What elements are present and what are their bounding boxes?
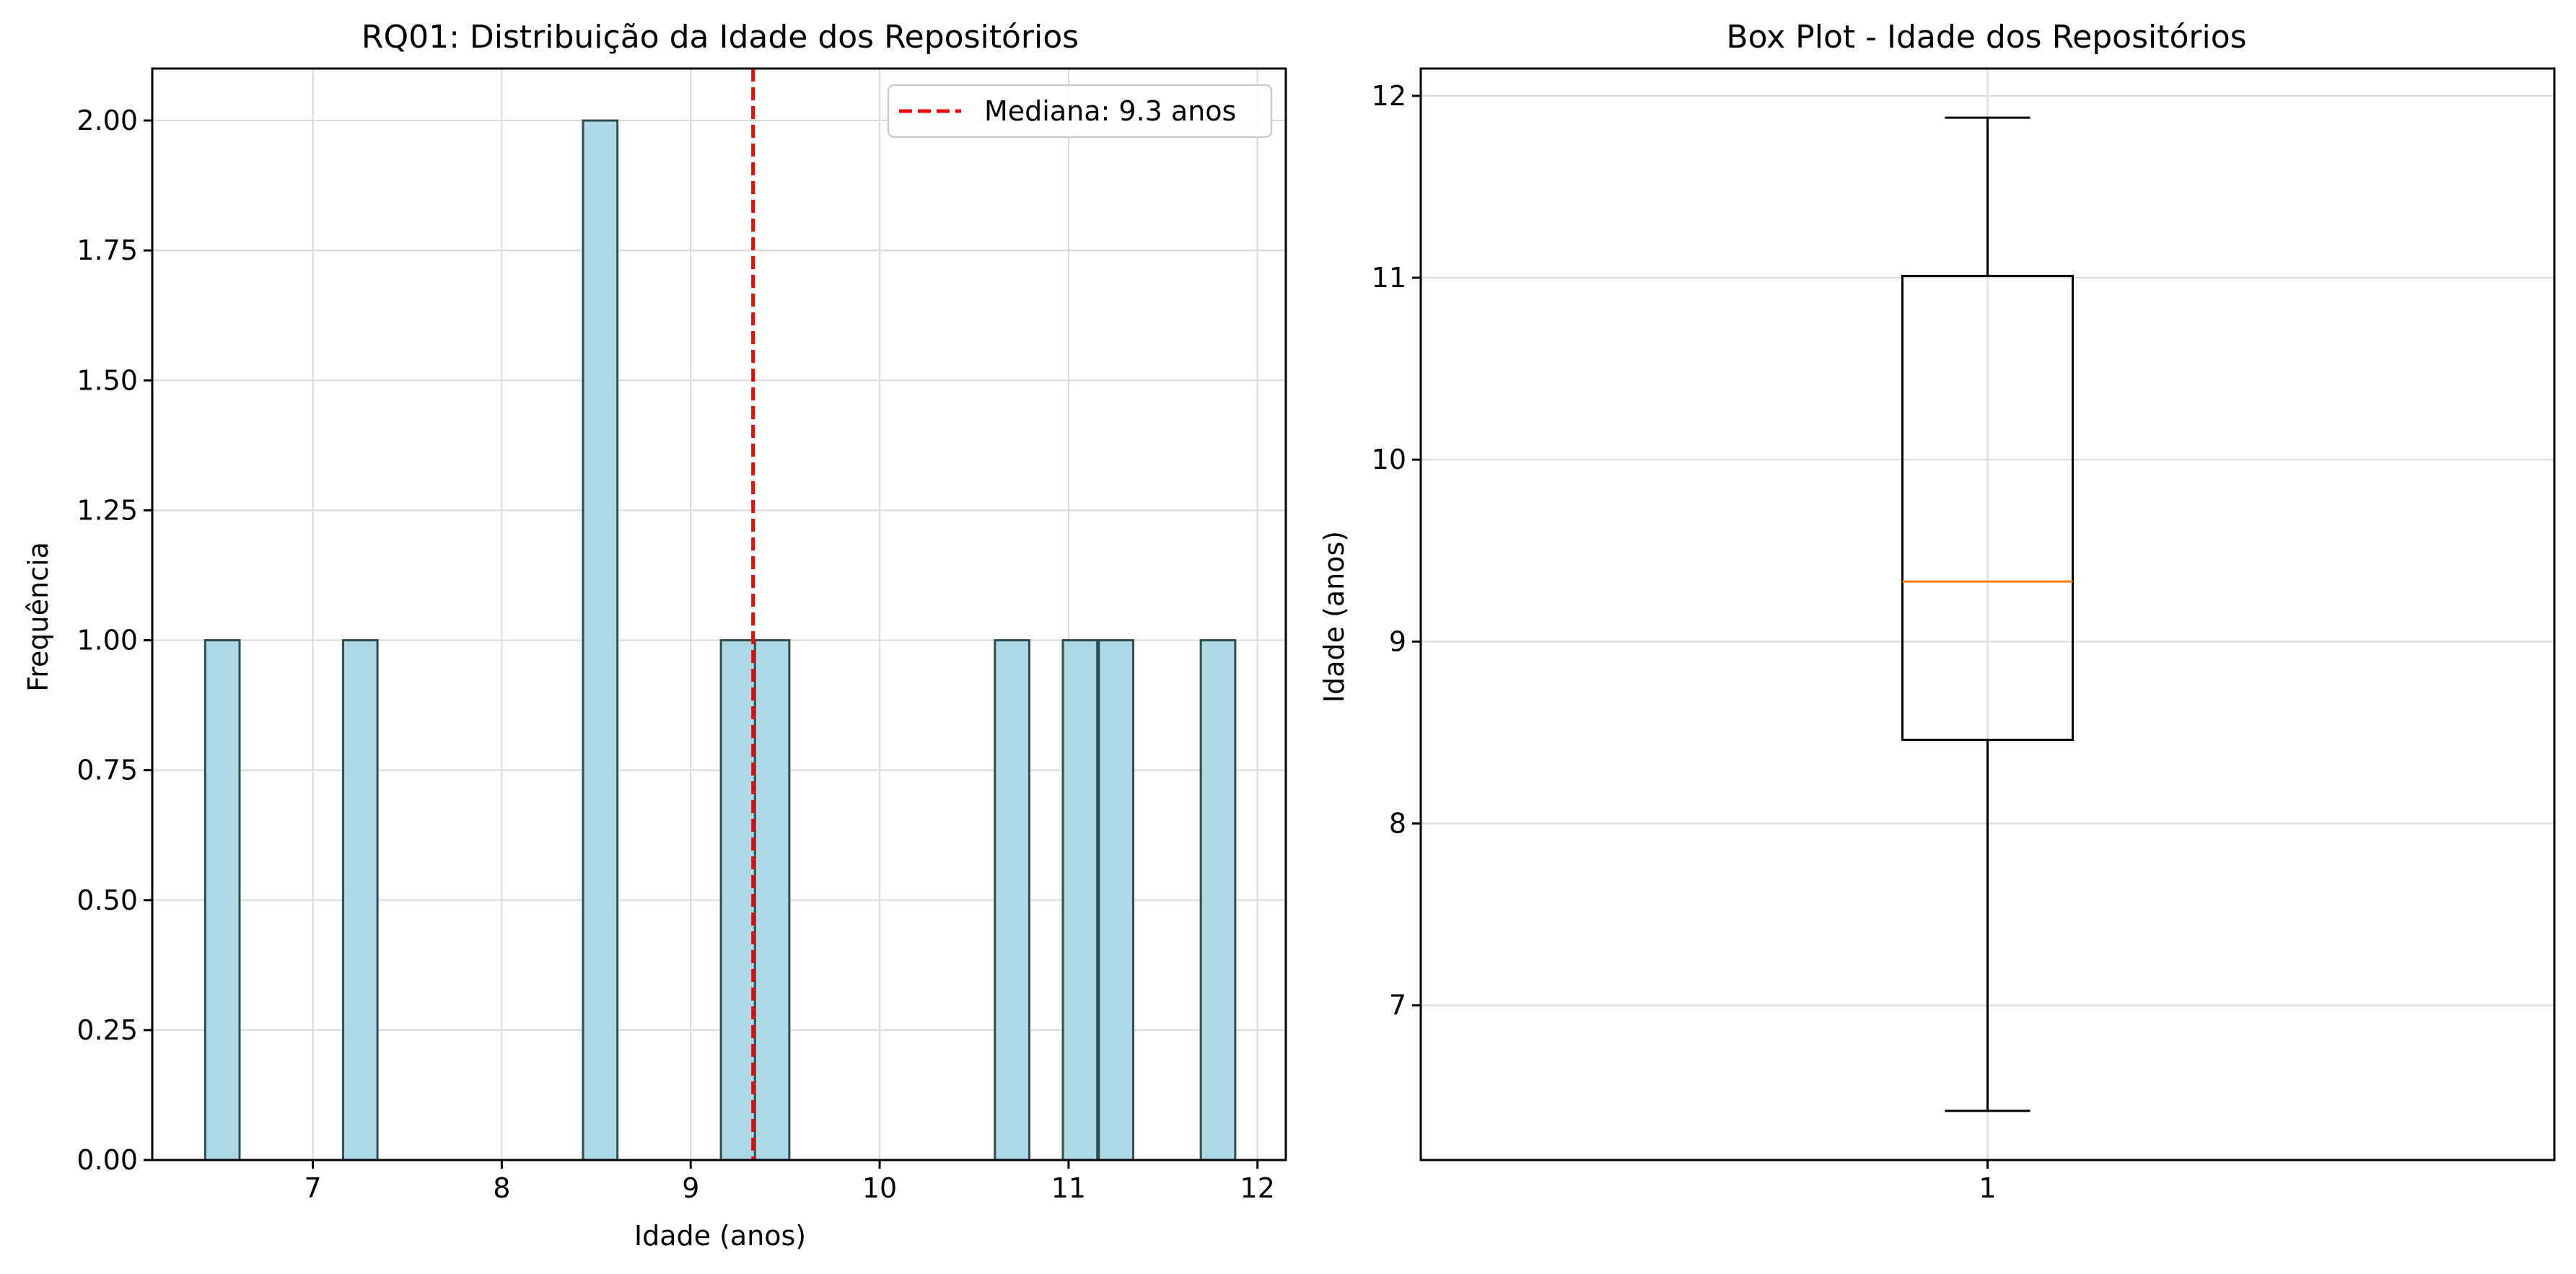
histogram-bar <box>582 119 619 1161</box>
boxplot-y-tick-label: 7 <box>1389 990 1406 1022</box>
histogram-y-tick-label: 1.25 <box>76 494 138 526</box>
boxplot-y-tick-label: 9 <box>1389 625 1406 657</box>
histogram-y-tick-label: 0.75 <box>76 755 138 786</box>
histogram-bar <box>203 639 241 1161</box>
boxplot-y-tick-label: 8 <box>1389 807 1406 839</box>
histogram-bars <box>203 119 1237 1161</box>
histogram-y-tick-label: 0.25 <box>76 1014 138 1046</box>
histogram-frame <box>151 67 1287 1161</box>
legend-median-label: Mediana: 9.3 anos <box>984 95 1236 127</box>
histogram-y-tick-label: 1.75 <box>76 234 138 266</box>
boxplot-x-tick-label: 1 <box>1979 1172 1996 1204</box>
histogram-bar <box>341 639 379 1161</box>
histogram-y-tick-label: 0.00 <box>76 1144 138 1176</box>
boxplot-y-tick-label: 12 <box>1372 80 1406 112</box>
histogram-y-tick-label: 1.50 <box>76 364 138 396</box>
boxplot-y-tick-label: 10 <box>1372 444 1406 475</box>
histogram-x-axis-label: Idade (anos) <box>634 1220 806 1252</box>
histogram-bar <box>1061 639 1099 1161</box>
histogram-bar <box>1199 639 1237 1161</box>
boxplot-chart: Box Plot - Idade dos Repositórios 1 7 8 9 1… <box>1318 19 2556 1204</box>
histogram-x-ticks: 7 8 9 10 11 12 <box>304 1160 1275 1204</box>
histogram-y-tick-label: 2.00 <box>76 105 138 136</box>
histogram-y-tick-label: 0.50 <box>76 884 138 916</box>
histogram-title: RQ01: Distribuição da Idade dos Repositó… <box>362 19 1079 56</box>
histogram-bar <box>719 639 757 1161</box>
boxplot-y-axis-label: Idade (anos) <box>1318 531 1350 703</box>
legend-box <box>887 84 1273 139</box>
histogram-y-axis-label: Frequência <box>22 542 54 692</box>
boxplot-x-ticks: 1 <box>1979 1160 1997 1204</box>
histogram-x-tick-label: 12 <box>1240 1172 1275 1204</box>
histogram-x-tick-label: 8 <box>493 1172 510 1204</box>
histogram-legend: Mediana: 9.3 anos <box>887 84 1273 139</box>
histogram-chart: RQ01: Distribuição da Idade dos Repositó… <box>22 19 1287 1252</box>
boxplot-title: Box Plot - Idade dos Repositórios <box>1726 19 2246 56</box>
histogram-bar <box>1098 639 1134 1161</box>
boxplot-box <box>1901 274 2074 741</box>
histogram-y-tick-label: 1.00 <box>76 625 138 656</box>
histogram-bar <box>994 639 1030 1161</box>
histogram-x-tick-label: 7 <box>304 1172 321 1204</box>
histogram-bar <box>753 639 791 1161</box>
histogram-x-tick-label: 11 <box>1051 1172 1086 1204</box>
boxplot-glyph <box>1901 116 2074 1112</box>
boxplot-y-tick-label: 11 <box>1372 262 1406 294</box>
histogram-x-tick-label: 9 <box>682 1172 699 1204</box>
histogram-x-tick-label: 10 <box>862 1172 897 1204</box>
boxplot-y-ticks: 7 8 9 10 11 12 <box>1372 80 1421 1022</box>
histogram-y-ticks: 0.00 0.25 0.50 0.75 1.00 1.25 1.50 1.75 2.00 <box>76 105 152 1176</box>
